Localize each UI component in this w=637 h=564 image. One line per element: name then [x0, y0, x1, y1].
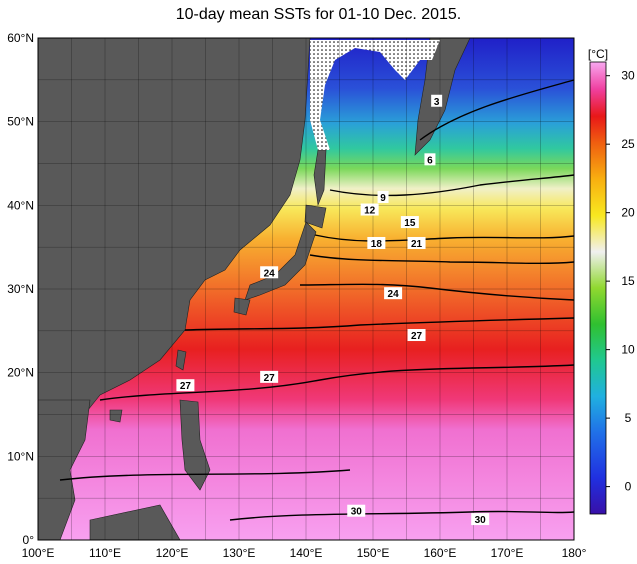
lon-tick-label: 120°E [156, 546, 189, 560]
svg-text:27: 27 [180, 381, 192, 392]
longitude-ticks: 100°E 110°E 120°E 130°E 140°E 150°E 160°E 170°E… [22, 546, 587, 560]
isotherm-label: 15 [400, 216, 419, 229]
isotherm-label: 21 [407, 236, 426, 250]
svg-text:27: 27 [264, 373, 276, 384]
map-title: 10-day mean SSTs for 01-10 Dec. 2015. [175, 6, 462, 23]
svg-text:18: 18 [371, 239, 383, 250]
latitude-ticks: 0° 10°N 20°N 30°N 40°N 50°N 60°N [7, 31, 34, 547]
colorbar-tick-label: 10 [621, 343, 635, 357]
sea-ice [310, 40, 440, 150]
isotherm-labels: 3 6 9 12 15 18 21 24 24 27 27 27 30 30 [176, 94, 490, 526]
isotherm-label: 6 [424, 153, 436, 166]
isotherm-label: 18 [367, 236, 386, 250]
svg-text:24: 24 [264, 268, 276, 279]
lat-tick-label: 10°N [7, 449, 34, 463]
lon-tick-label: 100°E [22, 546, 55, 560]
lon-tick-label: 150°E [357, 546, 390, 560]
colorbar-tick-label: 5 [625, 411, 632, 425]
lon-tick-label: 160°E [424, 546, 457, 560]
isotherm-label: 12 [360, 203, 379, 217]
colorbar-tick-label: 30 [621, 69, 635, 83]
lon-tick-label: 170°E [491, 546, 524, 560]
svg-text:9: 9 [380, 193, 386, 204]
isotherm-label: 9 [377, 190, 389, 204]
lon-tick-label: 180° [562, 546, 587, 560]
colorbar-ticks: 0 5 10 15 20 25 30 [606, 69, 635, 494]
svg-text:30: 30 [351, 507, 363, 518]
isotherm-label: 27 [407, 329, 426, 342]
colorbar-tick-label: 0 [625, 480, 632, 494]
svg-text:30: 30 [475, 515, 487, 526]
svg-text:24: 24 [388, 289, 400, 300]
colorbar-scale [589, 61, 607, 515]
lon-tick-label: 110°E [89, 546, 121, 560]
lon-tick-label: 140°E [290, 546, 323, 560]
svg-text:3: 3 [434, 97, 440, 108]
map-frame [37, 37, 575, 541]
lat-tick-label: 60°N [7, 31, 34, 45]
isotherm-label: 24 [260, 266, 279, 279]
lat-tick-label: 40°N [7, 198, 34, 212]
svg-text:27: 27 [411, 331, 423, 342]
colorbar: [°C] 0 5 10 15 20 25 30 [588, 47, 635, 515]
isotherm-label: 3 [431, 94, 443, 108]
colorbar-unit: [°C] [588, 47, 608, 61]
graticule [38, 38, 574, 540]
svg-text:12: 12 [364, 206, 376, 217]
lat-tick-label: 30°N [7, 282, 34, 296]
lon-tick-label: 130°E [223, 546, 256, 560]
isotherm-label: 24 [384, 287, 403, 300]
isotherm-label: 27 [176, 379, 195, 392]
isotherm-label: 30 [347, 504, 366, 518]
isotherms [59, 79, 575, 521]
svg-text:15: 15 [404, 218, 416, 229]
lat-tick-label: 20°N [7, 366, 34, 380]
isotherm-label: 27 [260, 370, 279, 384]
colorbar-tick-label: 25 [621, 137, 635, 151]
land [37, 37, 471, 541]
colorbar-tick-label: 15 [621, 274, 635, 288]
isotherm-label: 30 [471, 513, 490, 526]
colorbar-tick-label: 20 [621, 206, 635, 220]
svg-text:6: 6 [427, 155, 433, 166]
svg-text:21: 21 [411, 239, 423, 250]
lat-tick-label: 50°N [7, 115, 34, 129]
lat-tick-label: 0° [23, 533, 35, 547]
